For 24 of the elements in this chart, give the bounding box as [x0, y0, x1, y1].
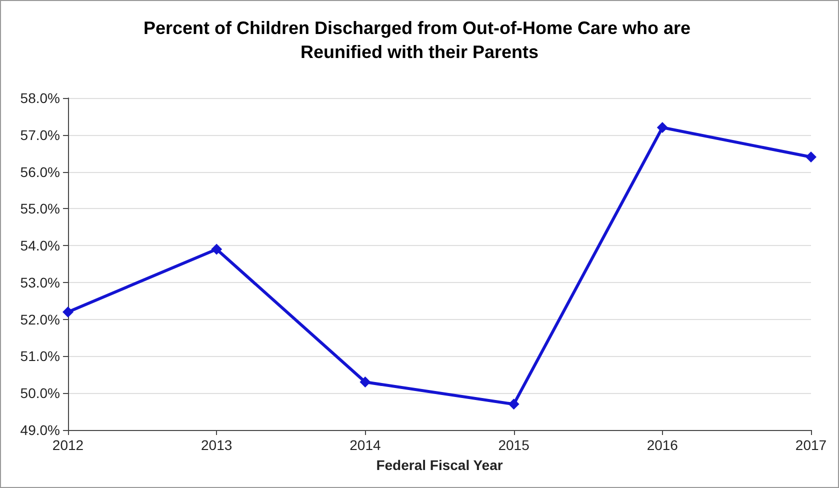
point: [211, 244, 222, 255]
y-tick-label: 49.0%: [20, 422, 60, 438]
chart-title: Percent of Children Discharged from Out-of-Home Care who are Reunified with their Parents: [143, 18, 696, 62]
y-tick-label: 50.0%: [20, 385, 60, 402]
point: [62, 306, 74, 318]
point: [508, 398, 520, 410]
x-tick-label: 2015: [498, 437, 530, 453]
point: [656, 122, 668, 134]
x-tick-label: 2016: [646, 437, 678, 453]
y-tick-label: 56.0%: [20, 164, 60, 180]
y-tick-label: 58.0%: [20, 90, 60, 106]
x-tick-label: 2012: [52, 437, 84, 453]
x-tick-label: 2013: [201, 437, 232, 453]
y-tick-label: 54.0%: [20, 238, 60, 254]
point: [360, 376, 371, 388]
x-tick-label: 2017: [795, 437, 827, 453]
x-tick-label: 2014: [350, 437, 381, 453]
point: [806, 152, 816, 163]
x-axis-title: Federal Fiscal Year: [376, 457, 504, 473]
y-tick-label: 55.0%: [20, 200, 60, 217]
y-tick-label: 52.0%: [20, 311, 60, 328]
y-tick-label: 57.0%: [20, 126, 60, 143]
y-tick-label: 51.0%: [20, 348, 60, 364]
y-tick-label: 53.0%: [20, 274, 60, 290]
